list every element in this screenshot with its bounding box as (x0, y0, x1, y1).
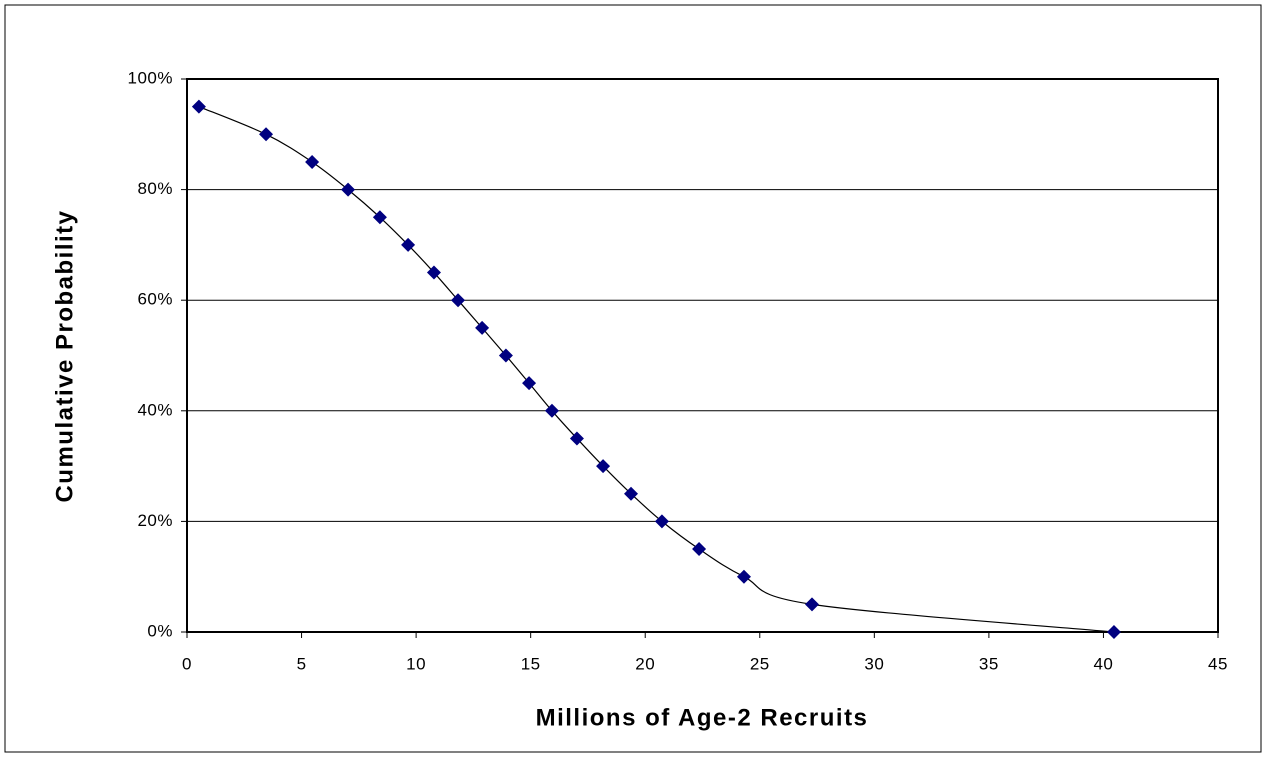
point (341, 182, 356, 197)
point (522, 376, 537, 391)
point (1106, 625, 1121, 639)
y-tick-label: 0% (147, 621, 173, 640)
y-tick-label: 60% (137, 290, 173, 309)
point (259, 127, 274, 142)
y-tick-label: 80% (137, 179, 173, 198)
x-tick-label: 0 (182, 654, 192, 673)
x-tick-label: 40 (1093, 654, 1113, 673)
x-tick-label: 5 (297, 654, 307, 673)
point (401, 237, 416, 252)
x-tick-label: 20 (635, 654, 655, 673)
point (596, 459, 611, 474)
point (305, 154, 320, 169)
point (475, 320, 490, 335)
point (451, 293, 466, 308)
x-axis-title: Millions of Age-2 Recruits (536, 704, 869, 731)
point (569, 431, 584, 446)
y-axis-title: Cumulative Probability (51, 209, 78, 502)
point (654, 514, 669, 529)
x-tick-label: 10 (406, 654, 426, 673)
point (191, 99, 206, 114)
x-tick-label: 25 (750, 654, 770, 673)
point (805, 597, 820, 612)
point (426, 265, 441, 280)
point (692, 542, 707, 557)
x-tick-label: 45 (1208, 654, 1228, 673)
point (544, 403, 559, 418)
point (372, 210, 387, 225)
point (624, 486, 639, 501)
point (736, 569, 751, 584)
chart-frame (4, 4, 1262, 753)
x-tick-label: 30 (864, 654, 884, 673)
point (498, 348, 513, 363)
y-tick-label: 40% (137, 400, 173, 419)
y-tick-label: 100% (128, 68, 173, 87)
y-tick-label: 20% (137, 511, 173, 530)
x-tick-label: 35 (979, 654, 999, 673)
x-tick-label: 15 (521, 654, 541, 673)
plot-frame (186, 78, 1219, 633)
